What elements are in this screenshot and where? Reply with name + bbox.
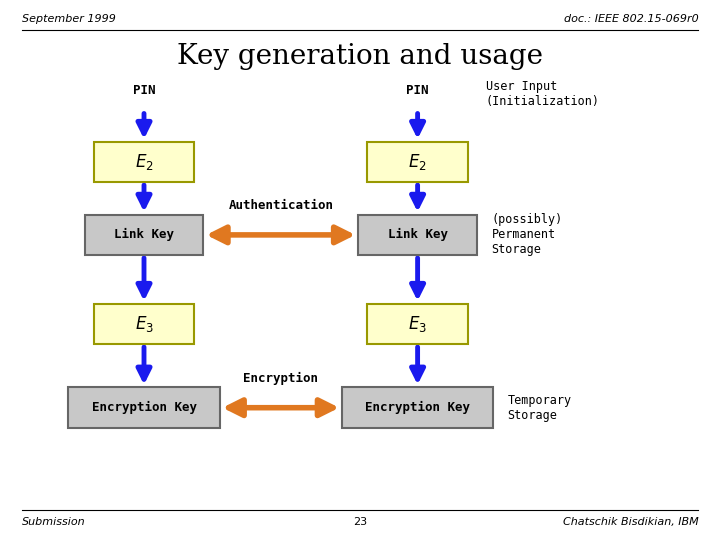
Text: Authentication: Authentication bbox=[228, 199, 333, 212]
Text: User Input
(Initialization): User Input (Initialization) bbox=[486, 80, 600, 109]
FancyBboxPatch shape bbox=[358, 215, 477, 255]
Text: (possibly)
Permanent
Storage: (possibly) Permanent Storage bbox=[491, 213, 562, 256]
Text: 23: 23 bbox=[353, 517, 367, 528]
FancyBboxPatch shape bbox=[68, 388, 220, 428]
Text: Encryption: Encryption bbox=[243, 372, 318, 384]
FancyBboxPatch shape bbox=[94, 142, 194, 183]
Text: Link Key: Link Key bbox=[114, 228, 174, 241]
Text: $E_3$: $E_3$ bbox=[408, 314, 427, 334]
Text: $E_3$: $E_3$ bbox=[135, 314, 153, 334]
Text: Submission: Submission bbox=[22, 517, 85, 528]
Text: Chatschik Bisdikian, IBM: Chatschik Bisdikian, IBM bbox=[562, 517, 698, 528]
FancyBboxPatch shape bbox=[94, 303, 194, 345]
Text: September 1999: September 1999 bbox=[22, 14, 115, 24]
FancyBboxPatch shape bbox=[85, 215, 204, 255]
FancyBboxPatch shape bbox=[367, 303, 468, 345]
Text: $E_2$: $E_2$ bbox=[135, 152, 153, 172]
Text: PIN: PIN bbox=[132, 84, 156, 97]
FancyBboxPatch shape bbox=[367, 142, 468, 183]
Text: Temporary
Storage: Temporary Storage bbox=[508, 394, 572, 422]
Text: doc.: IEEE 802.15-069r0: doc.: IEEE 802.15-069r0 bbox=[564, 14, 698, 24]
Text: Key generation and usage: Key generation and usage bbox=[177, 43, 543, 70]
Text: Encryption Key: Encryption Key bbox=[91, 401, 197, 414]
FancyBboxPatch shape bbox=[342, 388, 493, 428]
Text: Link Key: Link Key bbox=[387, 228, 448, 241]
Text: PIN: PIN bbox=[406, 84, 429, 97]
Text: $E_2$: $E_2$ bbox=[408, 152, 427, 172]
Text: Encryption Key: Encryption Key bbox=[365, 401, 470, 414]
